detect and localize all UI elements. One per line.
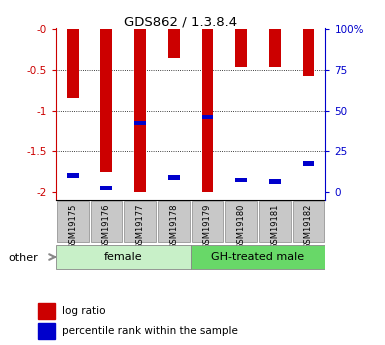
FancyBboxPatch shape	[158, 201, 189, 242]
FancyBboxPatch shape	[293, 201, 324, 242]
Bar	[134, 29, 146, 192]
FancyBboxPatch shape	[57, 201, 89, 242]
Bar	[269, 29, 281, 68]
Text: GSM19182: GSM19182	[304, 204, 313, 249]
Bar	[303, 161, 315, 166]
Text: GDS862 / 1.3.8.4: GDS862 / 1.3.8.4	[124, 16, 238, 29]
Text: GSM19181: GSM19181	[270, 204, 279, 249]
Bar	[303, 29, 315, 76]
Bar	[201, 115, 213, 119]
Text: GSM19177: GSM19177	[136, 204, 144, 249]
FancyBboxPatch shape	[192, 201, 223, 242]
FancyBboxPatch shape	[259, 201, 291, 242]
Text: female: female	[104, 252, 142, 262]
Bar	[100, 29, 112, 171]
FancyBboxPatch shape	[124, 201, 156, 242]
Text: GH-treated male: GH-treated male	[211, 252, 305, 262]
Bar	[168, 175, 180, 179]
Bar	[235, 178, 247, 182]
Bar	[168, 29, 180, 58]
Bar	[269, 179, 281, 184]
Text: GSM19175: GSM19175	[68, 204, 77, 249]
Text: percentile rank within the sample: percentile rank within the sample	[62, 326, 238, 336]
Bar	[67, 174, 79, 178]
FancyBboxPatch shape	[56, 245, 191, 269]
Text: GSM19176: GSM19176	[102, 204, 111, 249]
Text: GSM19179: GSM19179	[203, 204, 212, 249]
FancyBboxPatch shape	[90, 201, 122, 242]
Text: log ratio: log ratio	[62, 306, 105, 316]
Bar	[134, 120, 146, 125]
Text: GSM19180: GSM19180	[237, 204, 246, 249]
Bar	[38, 323, 55, 339]
FancyBboxPatch shape	[191, 245, 325, 269]
Bar	[38, 303, 55, 319]
Text: other: other	[8, 253, 38, 263]
Bar	[235, 29, 247, 68]
Bar	[100, 186, 112, 190]
FancyBboxPatch shape	[225, 201, 257, 242]
Bar	[201, 29, 213, 192]
Text: GSM19178: GSM19178	[169, 204, 178, 249]
Bar	[67, 29, 79, 98]
